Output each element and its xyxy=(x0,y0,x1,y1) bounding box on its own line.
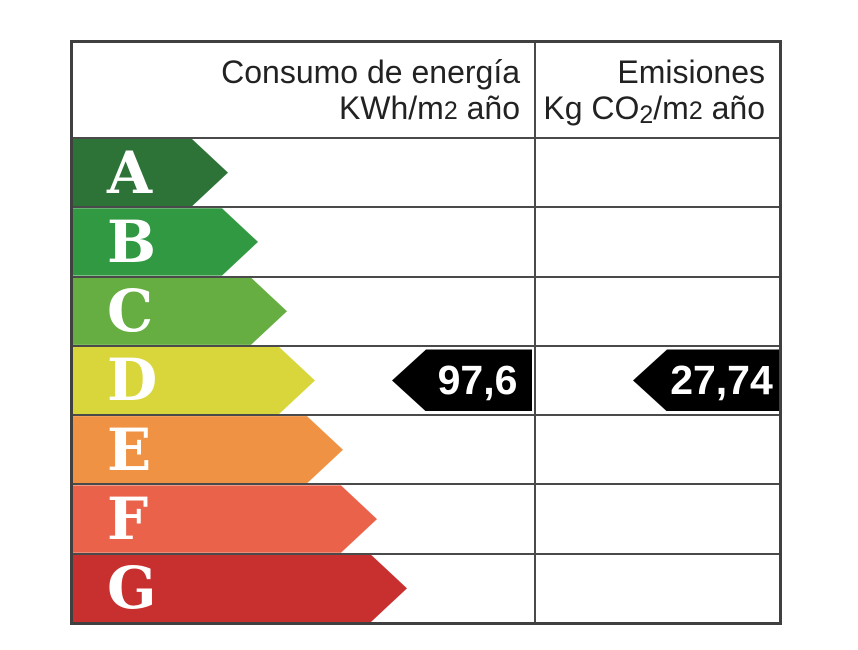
emissions-unit-mid: /m xyxy=(653,90,689,126)
header-consumption-line2: KWh/m2 año xyxy=(339,90,520,126)
rating-letter: F xyxy=(107,485,149,553)
rating-arrow: A xyxy=(73,139,228,206)
energy-rating-table: Consumo de energía KWh/m2 año Emisiones … xyxy=(70,40,782,625)
rating-row-emissions-cell xyxy=(534,414,779,484)
rating-row-emissions-cell xyxy=(534,137,779,207)
rating-letter: E xyxy=(107,415,152,484)
rating-arrow: B xyxy=(73,208,258,275)
rating-row-consumption-cell: G xyxy=(73,552,534,622)
rating-row-consumption-cell: E xyxy=(73,414,534,483)
emissions-value-arrow: 27,74 xyxy=(633,349,779,412)
rating-arrow: F xyxy=(73,485,377,552)
header-emissions-line1: Emisiones xyxy=(617,54,765,90)
consumption-value-text: 97,6 xyxy=(437,356,518,403)
header-consumption-title: Consumo de energía xyxy=(221,54,520,90)
rating-arrow: C xyxy=(73,278,287,345)
rating-letter: D xyxy=(107,346,158,415)
rating-row-emissions-cell xyxy=(534,483,779,553)
emissions-unit-suffix: año xyxy=(702,90,765,126)
rating-row-consumption-cell: D 97,6 xyxy=(73,344,534,414)
rating-arrow: G xyxy=(73,555,407,622)
rating-row-emissions-cell xyxy=(534,552,779,622)
header-consumption-line1: Consumo de energía xyxy=(221,54,520,90)
header-emissions: Emisiones Kg CO2/m2 año xyxy=(534,43,779,137)
rating-letter: A xyxy=(107,138,153,207)
header-emissions-line2: Kg CO2/m2 año xyxy=(543,90,765,130)
rating-letter: C xyxy=(107,277,154,345)
rating-arrow: E xyxy=(73,416,343,483)
header-emissions-title: Emisiones xyxy=(617,54,765,90)
rating-row-emissions-cell xyxy=(534,275,779,345)
rating-row-consumption-cell: B xyxy=(73,206,534,275)
consumption-unit-suffix: año xyxy=(457,90,520,126)
rating-letter: B xyxy=(107,207,157,276)
consumption-unit: KWh/m xyxy=(338,90,444,126)
consumption-value-arrow: 97,6 xyxy=(392,349,532,412)
rating-row-consumption-cell: C xyxy=(73,275,534,345)
emissions-value-text: 27,74 xyxy=(670,356,773,403)
rating-arrow: D xyxy=(73,347,315,414)
consumption-unit-exponent: 2 xyxy=(443,97,458,125)
rating-row-emissions-cell: 27,74 xyxy=(534,344,779,415)
emissions-unit-subscript: 2 xyxy=(639,101,654,130)
rating-row-consumption-cell: A xyxy=(73,137,534,206)
emissions-unit-exponent: 2 xyxy=(688,97,703,125)
rating-row-consumption-cell: F xyxy=(73,483,534,552)
rating-letter: G xyxy=(107,554,157,622)
rating-row-emissions-cell xyxy=(534,206,779,276)
header-consumption: Consumo de energía KWh/m2 año xyxy=(73,43,534,137)
emissions-unit: Kg CO xyxy=(543,90,640,126)
